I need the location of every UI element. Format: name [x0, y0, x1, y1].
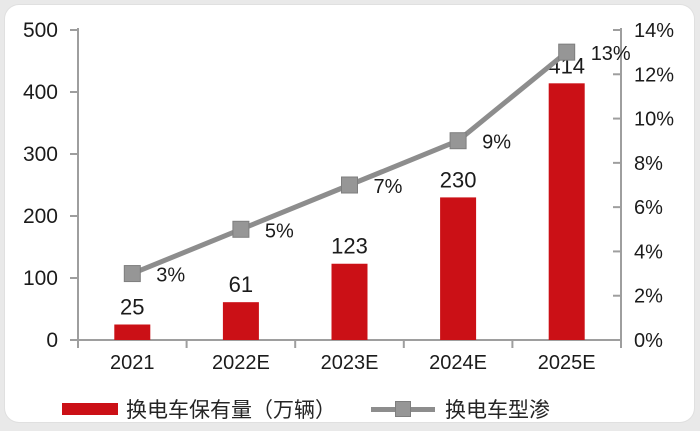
legend-bar-swatch: [62, 403, 118, 415]
right-axis-tick-label: 2%: [634, 286, 663, 308]
legend-bar-label: 换电车保有量（万辆）: [126, 398, 336, 422]
left-axis-tick-label: 100: [23, 267, 58, 290]
right-axis-tick-label: 8%: [634, 153, 663, 175]
line-marker-2022E: [232, 220, 250, 238]
legend-line-label: 换电车型渗: [445, 398, 550, 422]
left-axis-tick-label: 200: [23, 205, 58, 228]
bar-value-label: 61: [229, 272, 253, 297]
line-value-label: 9%: [482, 132, 511, 154]
x-axis-category-label: 2022E: [212, 352, 270, 374]
legend-item-line: 换电车型渗: [371, 396, 550, 422]
x-axis-category-label: 2021: [110, 352, 155, 374]
bar-2024E: [440, 197, 477, 340]
line-value-label: 13%: [591, 43, 631, 65]
bar-value-label: 230: [440, 167, 477, 192]
right-axis-tick-label: 10%: [634, 109, 674, 131]
line-value-label: 3%: [156, 265, 185, 287]
line-marker-2025E: [558, 43, 576, 61]
x-axis-category-label: 2023E: [321, 352, 379, 374]
right-axis-tick-label: 14%: [634, 20, 674, 42]
bar-2022E: [222, 302, 259, 340]
bar-2025E: [548, 83, 585, 340]
bar-value-label: 123: [331, 234, 368, 259]
right-axis-tick-label: 6%: [634, 197, 663, 219]
line-value-label: 7%: [374, 176, 403, 198]
chart-card: 0 100 200 300 400 500 0% 2% 4% 6% 8% 10% 12% 14% 2021 2…: [5, 5, 694, 422]
bar-2023E: [331, 263, 368, 340]
legend-line-swatch: [371, 401, 435, 417]
left-axis-tick-label: 300: [23, 143, 58, 166]
line-marker-2021: [123, 265, 141, 283]
bar-value-label: 25: [120, 295, 144, 320]
legend-line-marker-icon: [395, 401, 411, 417]
right-axis-tick-label: 0%: [634, 330, 663, 352]
x-axis-category-label: 2025E: [538, 352, 596, 374]
line-marker-2023E: [341, 176, 358, 194]
right-axis-tick-label: 4%: [634, 241, 663, 263]
left-axis-tick-label: 0: [46, 329, 58, 352]
x-axis-category-label: 2024E: [429, 352, 487, 374]
left-axis-tick-label: 500: [23, 19, 58, 42]
line-value-label: 5%: [265, 220, 294, 242]
line-marker-2024E: [449, 132, 467, 150]
bar-2021: [114, 324, 151, 340]
right-axis-tick-label: 12%: [634, 64, 674, 86]
left-axis-tick-label: 400: [23, 81, 58, 104]
legend: 换电车保有量（万辆） 换电车型渗: [5, 396, 694, 422]
legend-item-bar: 换电车保有量（万辆）: [62, 396, 336, 422]
